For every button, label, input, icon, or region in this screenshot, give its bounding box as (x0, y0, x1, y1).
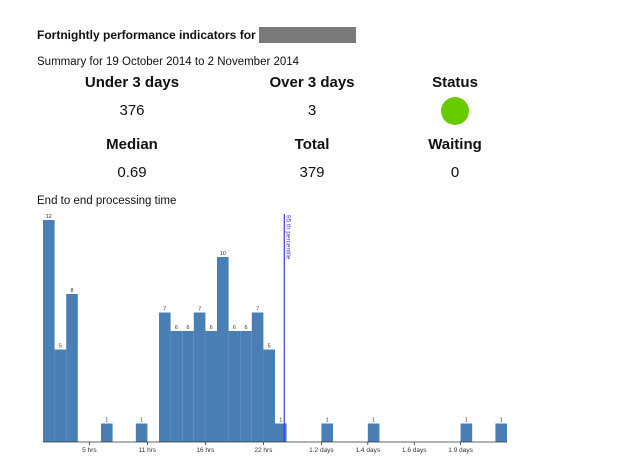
histogram-bar (367, 423, 380, 442)
bar-value-label: 1 (326, 418, 329, 424)
percentile-marker-label: 95 th percentile (284, 215, 291, 260)
stat-label: Status (432, 74, 478, 91)
stat-value: 376 (119, 102, 145, 119)
bar-value-label: 8 (70, 288, 73, 294)
stat-status: Status (385, 74, 525, 125)
stat-under-3-days: Under 3 days 376 (62, 74, 202, 119)
x-axis-tick-label: 1.2 days (309, 447, 334, 454)
bar-value-label: 12 (46, 214, 52, 220)
histogram-bar (135, 423, 148, 442)
histogram-bar (193, 312, 206, 442)
histogram-bar (43, 220, 55, 442)
histogram-bar (217, 257, 229, 442)
bar-value-label: 7 (256, 307, 259, 313)
histogram-bar (66, 294, 78, 442)
x-axis-tick-label: 1.6 days (402, 447, 427, 454)
bar-value-label: 5 (268, 344, 271, 350)
histogram-bar (170, 331, 183, 442)
x-axis-tick-label: 22 hrs (254, 447, 273, 454)
histogram-bar (460, 423, 473, 442)
stat-label: Waiting (428, 136, 482, 153)
x-axis-tick-label: 11 hrs (139, 447, 157, 454)
x-axis-tick-label: 5 hrs (82, 447, 97, 454)
stat-label: Under 3 days (84, 74, 180, 91)
bar-value-label: 6 (210, 325, 213, 331)
stat-total: Total 379 (242, 136, 382, 181)
histogram-bar (54, 349, 67, 442)
bar-value-label: 5 (59, 344, 62, 350)
stat-value: 0 (450, 164, 460, 181)
histogram-bar (263, 349, 275, 442)
page-title: Fortnightly performance indicators for (37, 28, 256, 42)
summary-period: Summary for 19 October 2014 to 2 Novembe… (37, 56, 300, 68)
histogram-bar (159, 312, 171, 442)
bar-value-label: 6 (186, 325, 189, 331)
bar-value-label: 1 (500, 418, 503, 424)
bar-value-label: 6 (175, 325, 178, 331)
histogram-bar (101, 423, 113, 442)
histogram-bar (240, 331, 252, 442)
histogram-bar (251, 312, 264, 442)
stat-label: Median (106, 136, 158, 153)
x-axis-tick-label: 1.9 days (448, 447, 473, 454)
stat-label: Total (294, 136, 330, 153)
stat-median: Median 0.69 (62, 136, 202, 181)
status-indicator-dot (441, 97, 469, 125)
bar-value-label: 1 (372, 418, 375, 424)
bar-value-label: 1 (465, 418, 468, 424)
histogram-bar (182, 331, 194, 442)
bar-value-label: 7 (198, 307, 201, 313)
stat-label: Over 3 days (269, 74, 355, 91)
redacted-service-name (258, 27, 356, 43)
stat-value: 379 (299, 164, 325, 181)
stat-value: 0.69 (117, 164, 147, 181)
bar-value-label: 6 (244, 325, 247, 331)
histogram-bar (275, 423, 287, 442)
histogram-bar (205, 331, 217, 442)
stat-over-3-days: Over 3 days 3 (242, 74, 382, 119)
x-axis-tick-label: 1.4 days (356, 447, 381, 454)
page-heading: Fortnightly performance indicators for (37, 27, 356, 43)
chart-title: End to end processing time (37, 195, 177, 207)
stat-value: 3 (307, 102, 317, 119)
histogram-bar (321, 423, 333, 442)
stat-waiting: Waiting 0 (385, 136, 525, 181)
x-axis-tick-label: 16 hrs (196, 447, 215, 454)
histogram-bar (495, 423, 507, 442)
histogram-bar (228, 331, 241, 442)
bar-value-label: 1 (279, 418, 282, 424)
bar-value-label: 1 (140, 418, 143, 424)
bar-value-label: 1 (105, 418, 108, 424)
bar-value-label: 6 (233, 325, 236, 331)
bar-value-label: 7 (163, 307, 166, 313)
bar-value-label: 10 (220, 251, 226, 257)
